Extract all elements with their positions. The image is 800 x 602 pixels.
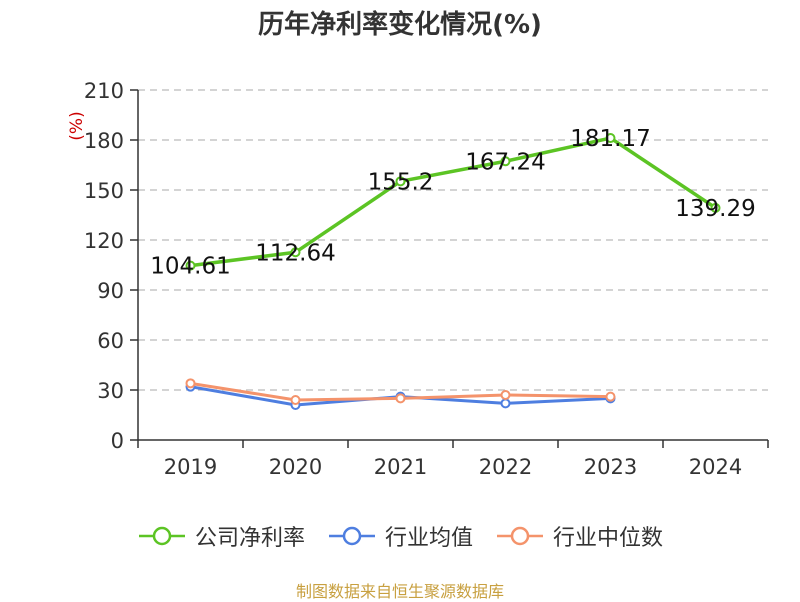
series-2: [185, 378, 616, 405]
legend-item-industry-avg[interactable]: 行业均值: [327, 520, 473, 552]
y-tick-label: 60: [97, 329, 124, 353]
data-point: [500, 390, 511, 400]
data-label: 112.64: [255, 240, 335, 266]
data-point: [290, 247, 301, 258]
series-0: 104.61 112.64 155.2 167.24 181.17 139.29: [150, 126, 755, 280]
series-line: [190, 136, 717, 268]
x-tick-label: 2024: [689, 455, 742, 479]
legend-item-company[interactable]: 公司净利率: [137, 520, 305, 552]
data-label: 104.61: [150, 254, 230, 280]
legend-label-industry-avg: 行业均值: [384, 526, 473, 551]
y-tick-label: 120: [84, 229, 124, 253]
y-axis-unit-label: (%): [67, 111, 87, 140]
legend-label-industry-median: 行业中位数: [553, 526, 664, 551]
data-point: [395, 176, 406, 187]
x-tick-label: 2020: [269, 455, 322, 479]
data-point: [185, 260, 196, 271]
series-lines: 104.61 112.64 155.2 167.24 181.17 139.29: [150, 126, 756, 410]
data-label: 181.17: [570, 126, 650, 152]
data-label: 155.2: [368, 169, 434, 195]
x-tick-label: 2021: [374, 455, 427, 479]
legend-marker-industry-avg: [328, 526, 375, 546]
x-tick-label: 2023: [584, 455, 637, 479]
legend-label-company: 公司净利率: [194, 526, 305, 551]
y-tick-label: 30: [97, 379, 124, 403]
data-point: [290, 395, 301, 405]
data-point: [710, 202, 721, 213]
data-point: [605, 391, 616, 402]
data-point: [500, 398, 511, 409]
chart-title: 历年净利率变化情况(%): [258, 10, 542, 40]
legend: 公司净利率 行业均值 行业中位数: [0, 520, 800, 552]
legend-marker-industry-median: [497, 526, 543, 546]
y-tick-label: 0: [111, 429, 124, 453]
data-point: [395, 393, 406, 404]
data-label: 167.24: [465, 149, 545, 175]
legend-item-industry-median[interactable]: 行业中位数: [495, 520, 663, 552]
y-tick-label: 150: [84, 179, 124, 203]
y-tick-label: 210: [84, 79, 124, 103]
data-label: 139.29: [675, 196, 755, 222]
y-tick-label: 180: [84, 129, 124, 153]
legend-marker-company: [138, 526, 185, 546]
grid-lines: [138, 89, 768, 391]
data-point: [500, 156, 511, 167]
axes: 0 30 60 90 120 150 180 210 2019 2020 2021 2022 2023 2…: [84, 79, 769, 479]
data-point: [185, 378, 196, 389]
x-tick-label: 2022: [479, 455, 532, 479]
data-point: [605, 133, 616, 144]
source-note: 制图数据来自恒生聚源数据库: [295, 582, 504, 601]
y-tick-label: 90: [97, 279, 124, 303]
x-tick-label: 2019: [164, 455, 217, 479]
